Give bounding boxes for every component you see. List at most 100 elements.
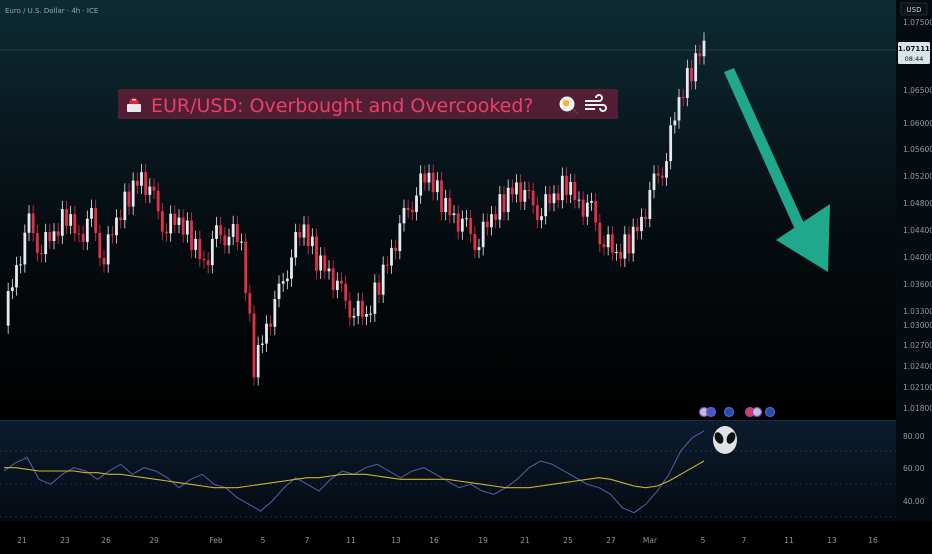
bull-candle: [685, 67, 689, 98]
bull-candle: [665, 161, 668, 178]
bull-candle: [615, 252, 618, 253]
bull-candle: [669, 125, 673, 162]
bear-candle: [306, 224, 310, 247]
price-tick-label: 1.02400: [903, 362, 932, 371]
eu-flag-icon[interactable]: [723, 406, 735, 418]
bull-candle: [356, 300, 360, 317]
eu-flag-icon[interactable]: [764, 406, 776, 418]
bear-candle: [110, 234, 114, 236]
bull-candle: [498, 194, 502, 220]
bear-candle: [223, 235, 227, 246]
bull-candle: [452, 213, 456, 216]
bull-candle: [673, 120, 677, 126]
bear-candle: [127, 191, 131, 207]
bear-candle: [160, 211, 164, 232]
bear-candle: [235, 224, 239, 243]
bear-candle: [406, 207, 410, 210]
bear-candle: [198, 238, 202, 259]
bar-countdown: 08:44: [905, 55, 924, 63]
bear-candle: [340, 280, 343, 284]
bull-candle: [398, 223, 402, 252]
time-tick-label: 16: [868, 536, 878, 545]
price-tick-label: 1.05200: [903, 172, 932, 181]
bull-candle: [148, 186, 152, 195]
bear-candle: [656, 173, 660, 176]
bull-candle: [23, 232, 27, 265]
bull-candle: [365, 313, 368, 317]
time-tick-label: 5: [701, 536, 706, 545]
time-tick-label: 29: [149, 536, 159, 545]
bull-candle: [640, 216, 643, 232]
alien-icon: [713, 426, 737, 454]
bull-candle: [460, 218, 464, 232]
bull-candle: [256, 344, 260, 378]
bear-candle: [619, 252, 623, 259]
bull-candle: [177, 217, 181, 225]
candlestick-series: [6, 32, 706, 386]
time-tick-label: 13: [827, 536, 837, 545]
bull-candle: [415, 195, 418, 213]
bull-candle: [277, 283, 281, 300]
price-tick-label: 1.06000: [903, 119, 932, 128]
bear-candle: [77, 233, 81, 235]
bear-candle: [394, 247, 398, 252]
bull-candle: [169, 213, 173, 234]
bull-candle: [327, 268, 331, 272]
time-tick-label: 25: [563, 536, 573, 545]
bull-candle: [231, 224, 235, 237]
bear-candle: [410, 210, 414, 213]
bull-candle: [60, 209, 64, 236]
bear-candle: [135, 180, 139, 186]
bull-candle: [481, 221, 485, 248]
bear-candle: [698, 53, 702, 57]
fried-egg-icon: [559, 96, 579, 115]
bull-candle: [652, 173, 656, 191]
bear-candle: [527, 190, 531, 192]
bull-candle: [373, 282, 377, 314]
bull-candle: [52, 231, 56, 241]
bull-candle: [131, 180, 135, 207]
bear-candle: [102, 257, 106, 265]
forecast-arrow: [724, 68, 830, 272]
bear-candle: [144, 172, 148, 195]
us-flag-icon[interactable]: [751, 406, 763, 418]
bear-candle: [202, 258, 206, 261]
bull-candle: [106, 234, 110, 265]
event-icons: [698, 406, 776, 418]
currency-badge[interactable]: [900, 2, 928, 16]
bull-candle: [435, 180, 439, 193]
bull-candle: [285, 278, 289, 282]
bear-candle: [681, 97, 685, 99]
bull-candle: [319, 255, 323, 271]
bull-candle: [69, 214, 73, 226]
time-tick-label: 26: [101, 536, 111, 545]
bear-candle: [565, 175, 568, 195]
bear-candle: [473, 234, 477, 250]
rsi-tick-label: 60.00: [903, 464, 925, 473]
bear-candle: [385, 264, 389, 266]
bull-candle: [140, 172, 143, 186]
event-icon[interactable]: [705, 406, 717, 418]
bear-candle: [644, 216, 648, 219]
bear-candle: [502, 194, 506, 213]
price-tick-label: 1.05600: [903, 145, 932, 154]
bear-candle: [181, 217, 185, 235]
bull-candle: [335, 280, 339, 291]
bull-candle: [290, 257, 293, 279]
bull-candle: [185, 220, 189, 235]
bear-candle: [627, 234, 631, 254]
bear-candle: [40, 252, 43, 255]
price-tick-label: 1.03600: [903, 280, 932, 289]
bear-candle: [573, 182, 577, 201]
time-axis: 21 23 26 29 Feb 5 7 11 13 16 19 21 25 27 Mar 5 7 11 13 16: [17, 536, 878, 545]
price-tick-label: 1.02700: [903, 341, 932, 350]
bear-candle: [581, 199, 585, 217]
symbol-header: Euro / U.S. Dollar · 4h · ICE: [5, 7, 98, 15]
bull-candle: [90, 207, 93, 219]
bull-candle: [10, 287, 14, 292]
wind-icon: [585, 94, 607, 112]
time-tick-label: 21: [17, 536, 27, 545]
bull-candle: [390, 247, 393, 266]
